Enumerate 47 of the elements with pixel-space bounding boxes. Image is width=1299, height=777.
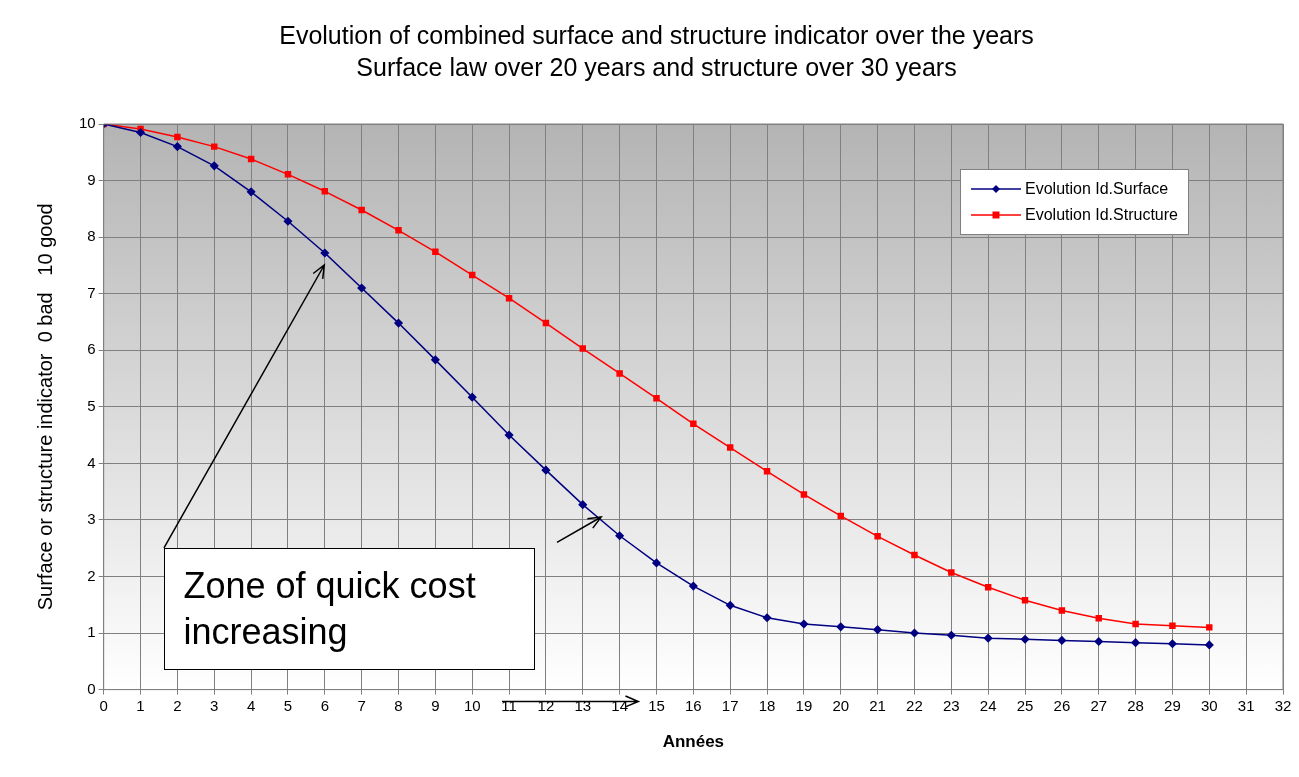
x-tick-label: 28	[1127, 696, 1144, 714]
x-tick-label: 23	[942, 696, 960, 714]
x-tick-label: 0	[99, 696, 108, 714]
chart-subtitle: Surface law over 20 years and structure over 30 years	[356, 52, 957, 81]
x-tick-label: 31	[1237, 696, 1255, 714]
x-tick-label: 24	[979, 696, 997, 714]
y-tick-label: 4	[87, 453, 96, 471]
x-axis-title: Années	[662, 732, 725, 752]
x-tick-label: 9	[431, 696, 440, 714]
x-tick-label: 7	[357, 696, 366, 714]
x-tick-label: 17	[721, 696, 739, 714]
x-tick-label: 16	[685, 696, 702, 714]
x-tick-label: 18	[758, 696, 776, 714]
y-tick-label: 2	[87, 566, 96, 584]
annotation: Zone of quick cost increasing	[164, 548, 535, 670]
y-tick-label: 5	[87, 396, 96, 414]
y-tick-label: 9	[87, 170, 96, 188]
x-tick-label: 15	[648, 696, 665, 714]
legend-label: Evolution Id.Surface	[1025, 180, 1169, 198]
x-tick-label: 20	[832, 696, 850, 714]
y-tick-label: 3	[87, 510, 96, 528]
x-tick-label: 4	[246, 696, 256, 714]
y-tick-label: 6	[87, 340, 96, 358]
x-tick-label: 27	[1090, 696, 1108, 714]
y-tick-label: 1	[87, 623, 96, 641]
y-axis-title: Surface or structure indicator 0 bad 10 good	[33, 203, 56, 611]
x-tick-label: 22	[906, 696, 923, 714]
x-tick-label: 3	[210, 696, 219, 714]
x-tick-label: 10	[463, 696, 481, 714]
y-tick-label: 7	[87, 283, 96, 301]
x-tick-label: 21	[869, 696, 886, 714]
x-tick-label: 29	[1164, 696, 1181, 714]
y-tick-label: 0	[87, 679, 96, 697]
y-tick-label: 10	[79, 114, 96, 132]
x-tick-label: 5	[283, 696, 293, 714]
x-tick-label: 30	[1200, 696, 1218, 714]
legend-label: Evolution Id.Structure	[1025, 206, 1178, 224]
x-tick-label: 32	[1274, 696, 1292, 714]
x-tick-label: 6	[320, 696, 329, 714]
x-tick-label: 19	[795, 696, 813, 714]
x-tick-label: 25	[1016, 696, 1034, 714]
y-tick-label: 8	[87, 227, 96, 245]
x-tick-label: 8	[394, 696, 403, 714]
x-tick-label: 1	[136, 696, 145, 714]
x-tick-label: 26	[1053, 696, 1071, 714]
x-tick-label: 2	[173, 696, 182, 714]
chart-title: Evolution of combined surface and structure indicator over the years	[279, 20, 1034, 49]
